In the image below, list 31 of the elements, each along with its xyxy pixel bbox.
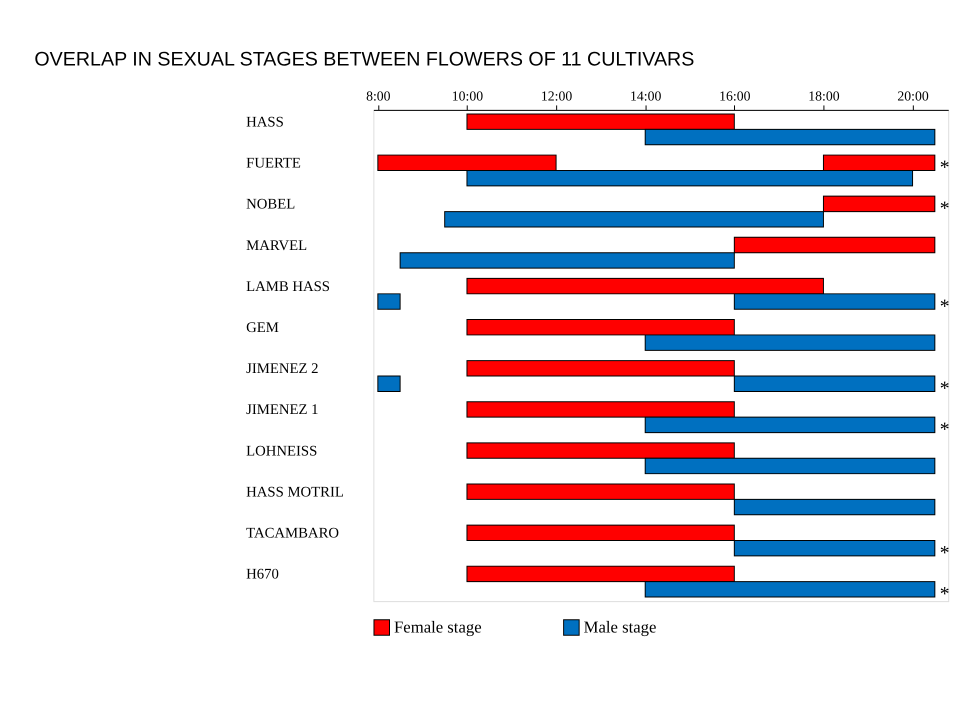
- data-label: *: [940, 378, 950, 400]
- data-label: *: [940, 418, 950, 441]
- data-label: *: [940, 295, 950, 318]
- y-tick-label: TACAMBARO: [246, 526, 340, 542]
- y-tick-label: JIMENEZ 2: [246, 361, 318, 378]
- x-tick-label: 12:00: [540, 88, 572, 104]
- data-label: *: [940, 198, 950, 220]
- y-tick-label: HASS MOTRIL: [246, 484, 344, 500]
- bar: [377, 376, 401, 392]
- chart-title: OVERLAP IN SEXUAL STAGES BETWEEN FLOWERS OF 11 CULTIVARS: [34, 48, 694, 71]
- legend-label: Female stage: [394, 617, 482, 636]
- data-label: *: [940, 583, 950, 606]
- y-tick-label: LAMB HASS: [246, 278, 330, 295]
- x-tick-label: 18:00: [808, 88, 840, 104]
- y-tick-label: H670: [246, 566, 279, 583]
- x-tick-label: 8:00: [366, 88, 391, 104]
- y-tick-label: MARVEL: [246, 238, 308, 254]
- y-tick-label: GEM: [246, 320, 279, 336]
- x-tick-label: 16:00: [719, 88, 751, 104]
- y-tick-label: NOBEL: [246, 196, 296, 213]
- y-tick-label: LOHNEISS: [246, 443, 318, 460]
- y-tick-label: HASS: [246, 114, 284, 130]
- data-label: *: [940, 156, 950, 179]
- y-tick-label: JIMENEZ 1: [246, 402, 318, 418]
- legend-label: Male stage: [584, 617, 656, 636]
- x-tick-label: 20:00: [897, 88, 929, 104]
- x-tick-label: 14:00: [630, 88, 662, 104]
- y-tick-label: FUERTE: [246, 156, 301, 172]
- x-tick-label: 10:00: [452, 88, 484, 104]
- bar: [377, 293, 401, 310]
- data-label: *: [940, 542, 950, 564]
